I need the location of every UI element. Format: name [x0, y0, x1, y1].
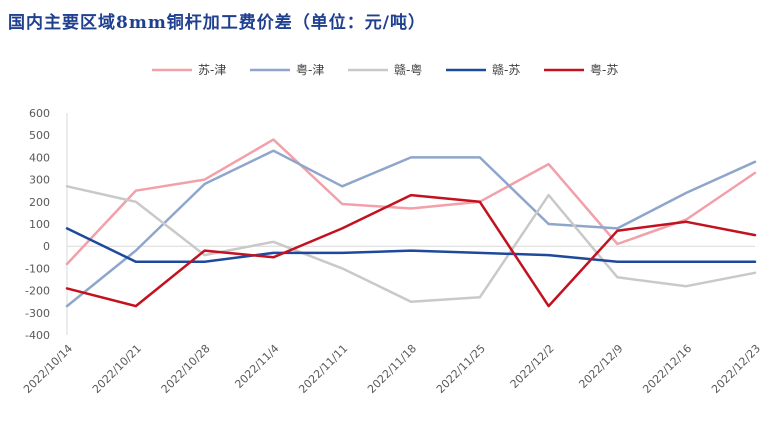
x-tick-label: 2022/12/16 — [640, 342, 694, 396]
y-tick-label: 600 — [29, 107, 50, 120]
x-tick-label: 2022/11/18 — [365, 342, 419, 396]
y-axis: 600 500 400 300 200 100 0 -100 -200 -300 -400 — [25, 107, 68, 342]
legend: 苏-津 粤-津 赣-粤 赣-苏 粤-苏 — [152, 62, 618, 77]
legend-label: 粤-津 — [296, 62, 324, 77]
series-lines — [65, 138, 757, 308]
legend-label: 赣-粤 — [394, 62, 422, 77]
x-axis: 2022/10/14 2022/10/21 2022/10/28 2022/11/4 2… — [21, 245, 763, 396]
legend-label: 赣-苏 — [492, 63, 520, 77]
y-tick-label: 400 — [29, 151, 50, 164]
y-tick-label: -300 — [25, 307, 50, 320]
x-tick-label: 2022/12/9 — [576, 342, 625, 391]
series-line — [65, 193, 757, 308]
x-tick-label: 2022/12/2 — [508, 342, 557, 391]
y-tick-label: -400 — [25, 329, 50, 342]
chart-title: 国内主要区域8mm铜杆加工费价差（单位：元/吨） — [8, 13, 427, 33]
x-tick-label: 2022/11/25 — [434, 342, 488, 396]
legend-label: 粤-苏 — [590, 62, 618, 77]
y-tick-label: 100 — [29, 218, 50, 231]
y-tick-label: 300 — [29, 174, 50, 187]
series-line — [65, 138, 757, 266]
legend-item: 赣-粤 — [348, 62, 422, 77]
x-tick-label: 2022/12/23 — [709, 342, 763, 396]
series-line — [65, 227, 757, 263]
series-line — [65, 185, 757, 303]
legend-item: 粤-津 — [250, 62, 324, 77]
legend-item: 苏-津 — [152, 63, 226, 77]
series-line — [65, 149, 757, 308]
x-tick-label: 2022/10/28 — [159, 342, 213, 396]
x-tick-label: 2022/11/11 — [296, 342, 350, 396]
y-tick-label: 0 — [43, 240, 50, 253]
y-tick-label: 200 — [29, 196, 50, 209]
x-tick-label: 2022/11/4 — [232, 342, 281, 391]
x-tick-label: 2022/10/21 — [90, 342, 144, 396]
y-tick-label: -200 — [25, 285, 50, 298]
legend-item: 赣-苏 — [446, 63, 520, 77]
y-tick-label: 500 — [29, 129, 50, 142]
y-tick-label: -100 — [25, 262, 50, 275]
legend-item: 粤-苏 — [544, 62, 618, 77]
legend-label: 苏-津 — [198, 63, 226, 77]
x-tick-label: 2022/10/14 — [21, 342, 75, 396]
